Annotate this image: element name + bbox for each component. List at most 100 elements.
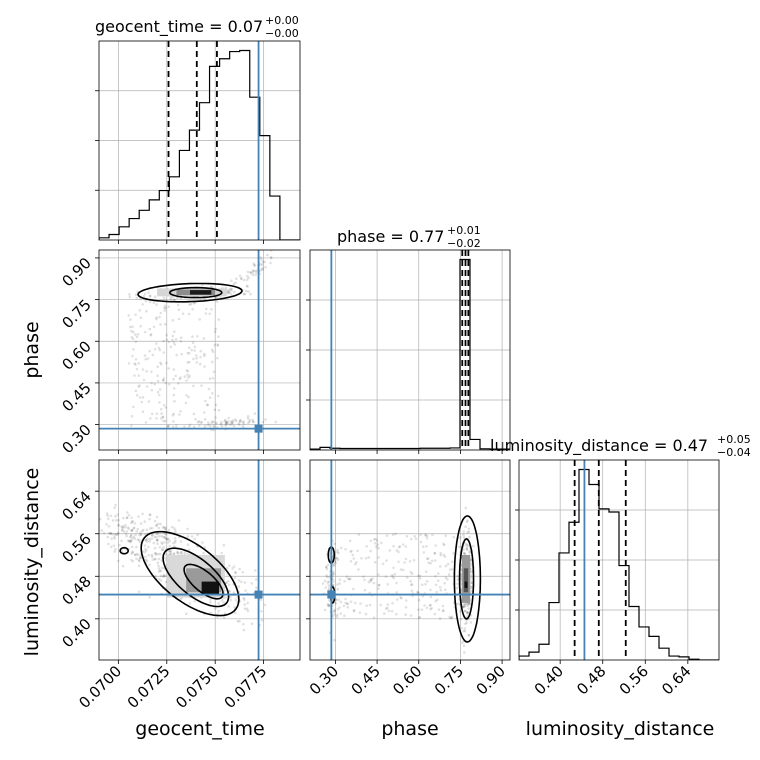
- sample-point: [339, 612, 343, 615]
- sample-point: [193, 301, 197, 305]
- sample-point: [238, 419, 242, 423]
- sample-point: [186, 351, 190, 355]
- contour-level-1: [458, 538, 475, 620]
- sample-point: [455, 586, 459, 590]
- sample-point: [196, 533, 199, 537]
- sample-point: [109, 545, 113, 549]
- sample-point: [155, 515, 159, 519]
- sample-point: [159, 323, 162, 326]
- sample-point: [220, 599, 224, 602]
- sample-point: [107, 525, 111, 528]
- sample-point: [465, 548, 469, 551]
- sample-point: [156, 522, 160, 526]
- sample-point: [201, 541, 204, 544]
- sample-point: [152, 301, 156, 305]
- sample-point: [167, 305, 170, 309]
- sample-point: [206, 423, 209, 427]
- sample-point: [134, 533, 137, 537]
- title-geocent-time-minus: −0.00: [265, 27, 299, 40]
- sample-point: [114, 503, 117, 507]
- sample-point: [231, 419, 235, 422]
- sample-point: [252, 263, 256, 267]
- sample-point: [161, 416, 165, 419]
- sample-point: [131, 354, 134, 358]
- sample-point: [345, 602, 349, 606]
- sample-point: [211, 377, 215, 380]
- sample-point: [325, 574, 328, 577]
- sample-point: [156, 538, 159, 542]
- sample-point: [109, 532, 113, 535]
- sample-point: [234, 281, 237, 284]
- sample-point: [234, 598, 238, 602]
- sample-point: [162, 573, 166, 577]
- sample-point: [145, 309, 148, 313]
- sample-point: [144, 555, 147, 559]
- sample-point: [178, 377, 182, 381]
- sample-point: [165, 338, 169, 342]
- sample-point: [450, 560, 454, 563]
- sample-point: [164, 533, 168, 536]
- sample-point: [131, 337, 135, 341]
- sample-point: [167, 367, 170, 370]
- sample-point: [146, 537, 149, 540]
- sample-point: [377, 583, 381, 587]
- sample-point: [404, 613, 407, 616]
- sample-point: [444, 564, 448, 568]
- sample-point: [150, 381, 153, 385]
- sample-point: [135, 335, 139, 339]
- sample-point: [173, 298, 176, 301]
- sample-point: [422, 551, 426, 554]
- sample-point: [158, 348, 162, 352]
- sample-point: [172, 368, 176, 371]
- sample-point: [134, 313, 137, 317]
- y-tick-label-luminosity_distance: 0.56: [58, 530, 94, 566]
- sample-point: [470, 570, 473, 573]
- sample-point: [465, 520, 469, 523]
- sample-point: [460, 626, 464, 630]
- title-phase-main: phase = 0.77: [337, 227, 444, 246]
- sample-point: [404, 557, 408, 561]
- sample-point: [373, 561, 377, 564]
- sample-point: [466, 530, 470, 534]
- sample-point: [377, 546, 380, 550]
- sample-point: [234, 418, 237, 421]
- sample-point: [128, 540, 132, 543]
- sample-point: [462, 644, 466, 647]
- sample-point: [396, 598, 399, 601]
- sample-point: [443, 555, 447, 558]
- sample-point: [451, 568, 454, 571]
- sample-point: [338, 582, 341, 585]
- sample-point: [342, 604, 346, 608]
- y-tick-label-luminosity_distance: 0.48: [58, 572, 94, 608]
- sample-point: [429, 603, 433, 607]
- sample-point: [130, 529, 133, 532]
- sample-point: [260, 258, 263, 261]
- sample-point: [385, 559, 388, 562]
- sample-point: [163, 304, 167, 308]
- y-tick-label-phase: 0.75: [58, 296, 94, 332]
- sample-point: [332, 564, 336, 568]
- sample-point: [249, 271, 252, 274]
- sample-point: [114, 514, 117, 518]
- sample-point: [385, 534, 389, 537]
- sample-point: [136, 538, 140, 542]
- sample-point: [436, 572, 440, 575]
- sample-point: [253, 569, 257, 572]
- sample-point: [417, 616, 421, 619]
- sample-point: [138, 556, 142, 560]
- sample-point: [202, 337, 206, 340]
- sample-point: [456, 582, 459, 586]
- sample-point: [125, 534, 128, 538]
- sample-point: [178, 413, 181, 416]
- sample-point: [172, 412, 175, 416]
- sample-point: [269, 256, 273, 260]
- sample-point: [456, 578, 460, 581]
- sample-point: [343, 614, 346, 617]
- sample-point: [324, 565, 328, 569]
- sample-point: [133, 553, 137, 556]
- sample-point: [159, 574, 163, 578]
- sample-point: [338, 606, 341, 609]
- sample-point: [192, 302, 196, 305]
- sample-point: [333, 559, 337, 562]
- sample-point: [404, 545, 408, 548]
